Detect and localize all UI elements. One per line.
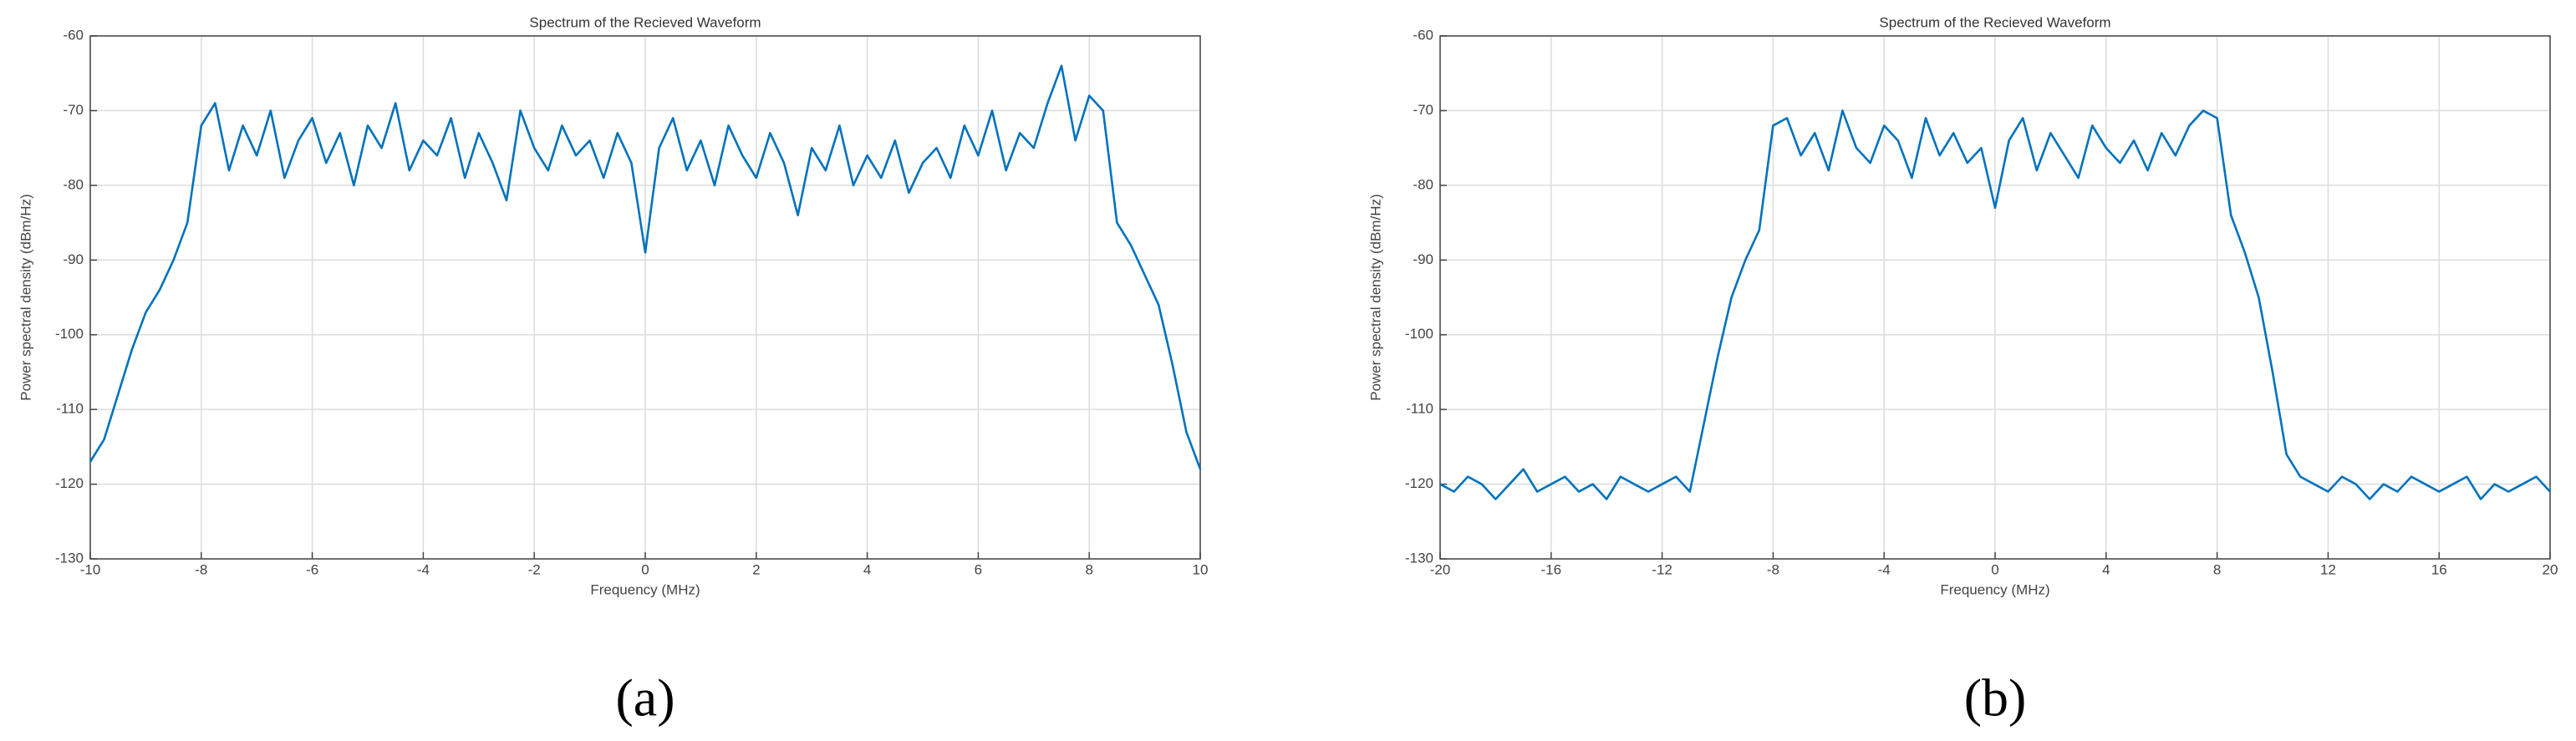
y-tick-label: -60 <box>1413 27 1433 43</box>
x-tick-label: -4 <box>417 561 430 577</box>
y-tick-label: -120 <box>55 475 84 491</box>
x-tick-label: 6 <box>975 561 982 577</box>
x-tick-label: -4 <box>1878 561 1891 577</box>
chart-panel: -20 -16 -12 -8 -4 0 4 8 12 16 20 -130 -120 -110 -100 -9… <box>1367 14 2558 727</box>
x-tick-label: 0 <box>1991 561 1998 577</box>
y-tick-label: -110 <box>56 401 84 417</box>
y-tick-label: -60 <box>63 27 84 43</box>
y-tick-label: -90 <box>1413 251 1433 267</box>
y-tick-label: -90 <box>63 251 84 267</box>
x-tick-label: -6 <box>306 561 318 577</box>
y-tick-label: -80 <box>1413 176 1433 192</box>
x-tick-label: 16 <box>2431 561 2447 577</box>
x-tick-label: 2 <box>752 561 760 577</box>
spectrum-line <box>1439 109 2551 500</box>
axes-frame <box>1439 35 2551 560</box>
chart-title: Spectrum of the Recieved Waveform <box>1879 14 2110 30</box>
spectrum-line <box>89 64 1202 470</box>
y-tick-label: -130 <box>55 550 84 566</box>
y-tick-label: -130 <box>1405 550 1433 566</box>
y-axis-label: Power spectral density (dBm/Hz) <box>1367 194 1383 401</box>
chart-title: Spectrum of the Recieved Waveform <box>529 14 761 30</box>
x-tick-label: -8 <box>1767 561 1779 577</box>
x-tick-label: 4 <box>2102 561 2110 577</box>
x-tick-label: -20 <box>1430 561 1451 577</box>
y-axis-label: Power spectral density (dBm/Hz) <box>18 194 33 401</box>
y-tick-label: -70 <box>1413 102 1433 118</box>
panel-caption: (b) <box>1964 668 2027 728</box>
x-tick-label: -2 <box>528 561 541 577</box>
x-tick-label: -16 <box>1541 561 1562 577</box>
y-tick-label: -110 <box>1406 401 1433 417</box>
panel-caption: (a) <box>615 668 675 728</box>
x-axis-label: Frequency (MHz) <box>590 581 700 597</box>
y-tick-label: -70 <box>63 102 84 118</box>
y-tick-label: -80 <box>63 176 84 192</box>
x-tick-label: 12 <box>2320 561 2336 577</box>
x-tick-label: 20 <box>2543 561 2558 577</box>
x-tick-label: -8 <box>195 561 207 577</box>
x-tick-label: 8 <box>2213 561 2221 577</box>
x-axis-label: Frequency (MHz) <box>1940 581 2049 597</box>
x-tick-label: 0 <box>641 561 649 577</box>
axes-frame <box>89 35 1201 560</box>
y-tick-label: -100 <box>55 326 84 342</box>
y-tick-label: -100 <box>1405 326 1433 342</box>
x-tick-label: -10 <box>80 561 101 577</box>
x-tick-label: -12 <box>1652 561 1672 577</box>
y-tick-label: -120 <box>1405 475 1433 491</box>
x-tick-label: 10 <box>1193 561 1209 577</box>
x-tick-label: 4 <box>863 561 871 577</box>
chart-panel: -10 -8 -6 -4 -2 0 2 4 6 8 10 -130 -120 -110 -100 -90 -80… <box>18 14 1208 727</box>
x-tick-label: 8 <box>1085 561 1092 577</box>
